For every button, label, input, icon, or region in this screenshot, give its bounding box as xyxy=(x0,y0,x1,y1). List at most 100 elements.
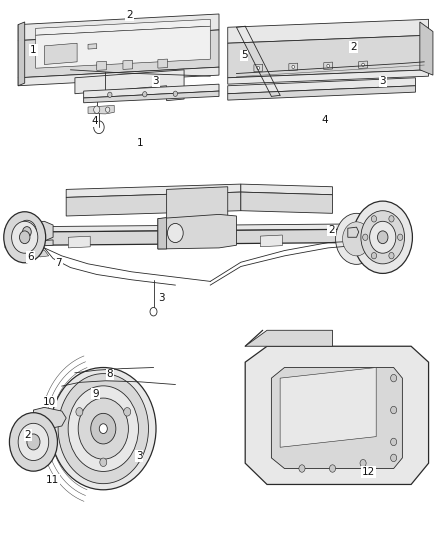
Polygon shape xyxy=(88,44,97,49)
Circle shape xyxy=(18,423,49,461)
Polygon shape xyxy=(18,30,219,78)
Polygon shape xyxy=(158,214,237,249)
Polygon shape xyxy=(254,64,263,71)
Text: 1: 1 xyxy=(137,138,144,148)
Circle shape xyxy=(391,454,397,462)
Polygon shape xyxy=(88,106,114,114)
Polygon shape xyxy=(18,14,219,41)
Polygon shape xyxy=(420,22,433,75)
Polygon shape xyxy=(84,84,219,98)
Circle shape xyxy=(370,221,396,253)
Polygon shape xyxy=(228,70,428,84)
Circle shape xyxy=(100,458,107,466)
Circle shape xyxy=(150,308,157,316)
Text: 2: 2 xyxy=(25,430,31,440)
Polygon shape xyxy=(241,184,332,195)
Polygon shape xyxy=(280,368,376,447)
Polygon shape xyxy=(5,227,27,248)
Circle shape xyxy=(363,234,368,240)
Text: 8: 8 xyxy=(106,369,113,379)
Polygon shape xyxy=(119,447,141,454)
Circle shape xyxy=(391,438,397,446)
Circle shape xyxy=(378,231,388,244)
Circle shape xyxy=(299,465,305,472)
Text: 10: 10 xyxy=(43,397,56,407)
Circle shape xyxy=(292,65,294,68)
Text: 1: 1 xyxy=(30,45,37,55)
Ellipse shape xyxy=(50,368,156,490)
Circle shape xyxy=(10,413,57,471)
Text: 3: 3 xyxy=(379,77,386,86)
Polygon shape xyxy=(359,61,367,68)
Text: 3: 3 xyxy=(158,293,165,303)
Text: 5: 5 xyxy=(241,51,247,60)
Circle shape xyxy=(343,222,371,256)
Text: 4: 4 xyxy=(322,115,328,125)
Text: 4: 4 xyxy=(91,116,98,126)
Circle shape xyxy=(58,374,148,483)
Circle shape xyxy=(257,66,260,69)
Circle shape xyxy=(173,91,177,96)
Polygon shape xyxy=(123,60,133,69)
Polygon shape xyxy=(66,184,241,197)
Circle shape xyxy=(108,92,112,98)
Polygon shape xyxy=(84,91,219,103)
Polygon shape xyxy=(166,187,228,221)
Circle shape xyxy=(22,227,31,237)
Circle shape xyxy=(91,414,116,444)
Text: 9: 9 xyxy=(92,389,99,399)
Polygon shape xyxy=(228,86,416,100)
Polygon shape xyxy=(35,250,49,257)
Text: 12: 12 xyxy=(362,467,375,477)
Polygon shape xyxy=(35,240,53,246)
Circle shape xyxy=(167,223,183,243)
Text: 2: 2 xyxy=(328,225,335,236)
Polygon shape xyxy=(68,236,90,248)
Polygon shape xyxy=(324,62,332,69)
Circle shape xyxy=(17,220,36,244)
Circle shape xyxy=(389,216,394,222)
Polygon shape xyxy=(261,235,283,247)
Circle shape xyxy=(119,448,123,453)
Polygon shape xyxy=(66,192,241,216)
Polygon shape xyxy=(272,368,403,469)
Circle shape xyxy=(371,216,377,222)
Circle shape xyxy=(94,106,100,114)
Circle shape xyxy=(76,408,83,416)
Polygon shape xyxy=(228,19,428,43)
Circle shape xyxy=(371,253,377,259)
Circle shape xyxy=(353,201,413,273)
Text: 2: 2 xyxy=(126,10,133,20)
Polygon shape xyxy=(97,61,106,70)
Polygon shape xyxy=(241,192,332,213)
Text: 3: 3 xyxy=(152,77,159,86)
Circle shape xyxy=(360,459,366,467)
Text: 6: 6 xyxy=(27,252,34,262)
Circle shape xyxy=(389,253,394,259)
Polygon shape xyxy=(348,227,359,237)
Circle shape xyxy=(336,213,378,264)
Circle shape xyxy=(12,221,38,253)
Circle shape xyxy=(361,211,405,264)
Circle shape xyxy=(329,465,336,472)
Polygon shape xyxy=(10,221,53,243)
Polygon shape xyxy=(158,59,167,68)
Circle shape xyxy=(99,424,107,433)
Circle shape xyxy=(78,398,128,459)
Circle shape xyxy=(391,406,397,414)
Text: 11: 11 xyxy=(46,475,59,485)
Polygon shape xyxy=(158,217,166,249)
Circle shape xyxy=(143,92,147,97)
Circle shape xyxy=(398,234,403,240)
Polygon shape xyxy=(35,26,210,68)
Text: 7: 7 xyxy=(56,258,62,268)
Circle shape xyxy=(68,386,138,471)
Polygon shape xyxy=(228,78,416,94)
Polygon shape xyxy=(35,229,350,245)
Polygon shape xyxy=(75,70,184,101)
Polygon shape xyxy=(289,63,297,70)
Polygon shape xyxy=(44,43,77,64)
Polygon shape xyxy=(245,346,428,484)
Polygon shape xyxy=(18,67,219,86)
Polygon shape xyxy=(245,330,332,346)
